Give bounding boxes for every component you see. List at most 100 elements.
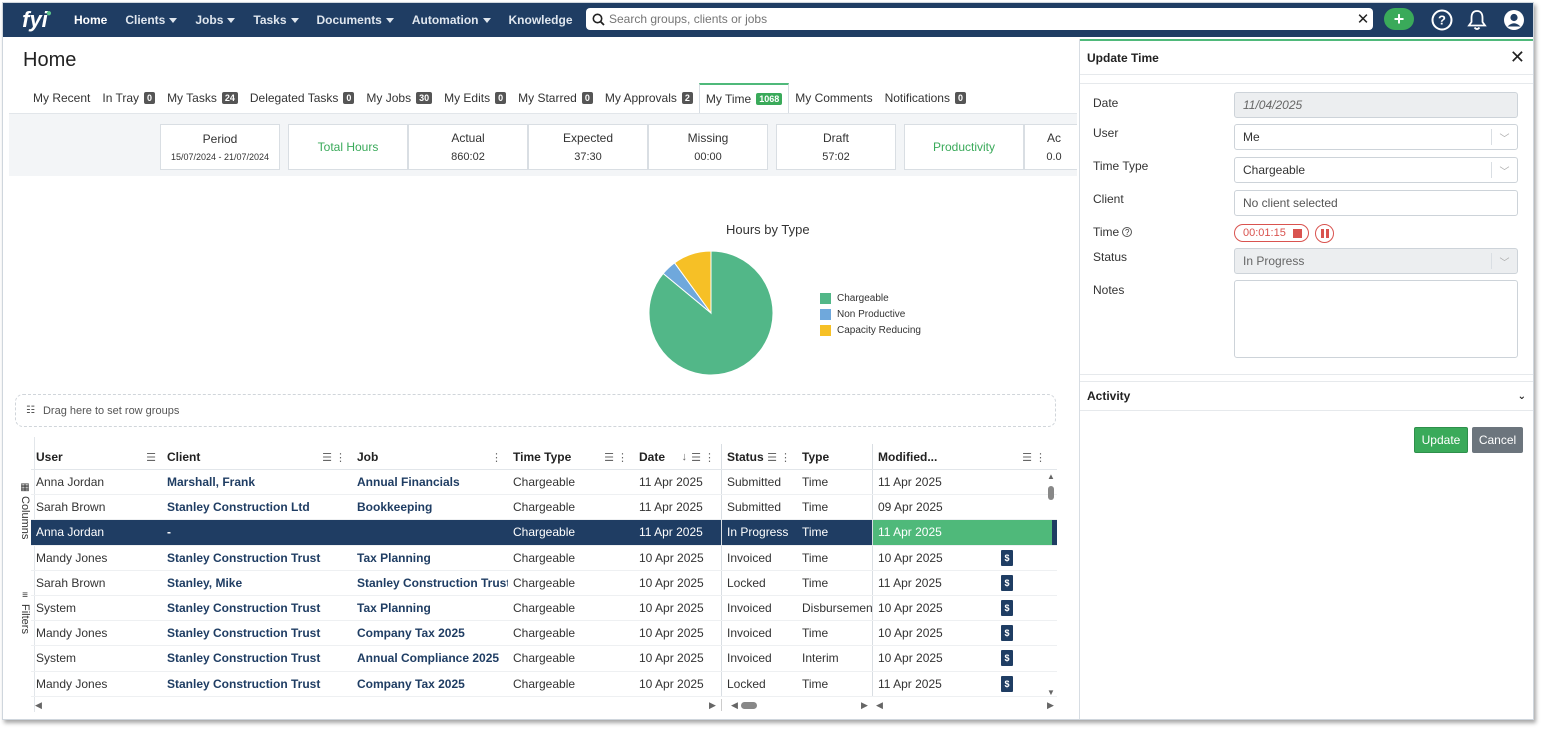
filter-icon[interactable]: ☰ (146, 452, 156, 464)
scroll-right-icon[interactable]: ▶ (861, 699, 868, 710)
table-row[interactable]: Anna Jordan Marshall, Frank Annual Financi… (31, 470, 1057, 496)
global-search[interactable]: ✕ (586, 8, 1373, 30)
filter-icon[interactable]: ☰ (604, 452, 614, 464)
column-header-client[interactable]: Client ☰ ⋮ (162, 444, 352, 469)
filter-icon[interactable]: ☰ (322, 452, 332, 464)
tab-my-comments[interactable]: My Comments (789, 83, 878, 113)
column-header-job[interactable]: Job ⋮ (352, 444, 508, 469)
scroll-left-icon[interactable]: ◀ (35, 699, 42, 710)
filters-panel-toggle[interactable]: ≡ Filters (15, 587, 35, 637)
sort-desc-icon[interactable]: ↓ (681, 451, 688, 463)
column-header-modified[interactable]: Modified... ☰ ⋮ (872, 444, 1052, 469)
time-label-wrap: Time? (1093, 225, 1133, 239)
invoice-document-icon[interactable]: $ (1001, 625, 1013, 642)
cell-value: 10 Apr 2025 (639, 601, 704, 616)
time-type-select[interactable]: Chargeable ﹀ (1234, 157, 1518, 183)
invoice-document-icon[interactable]: $ (1001, 549, 1013, 566)
update-button[interactable]: Update (1414, 427, 1468, 453)
table-row[interactable]: Sarah Brown Stanley, Mike Stanley Construc… (31, 570, 1057, 596)
invoice-document-icon[interactable]: $ (1001, 574, 1013, 591)
tab-my-time[interactable]: My Time 1068 (698, 83, 790, 113)
help-icon[interactable]: ? (1430, 7, 1454, 33)
tab-my-approvals[interactable]: My Approvals 2 (599, 83, 699, 113)
scroll-up-icon[interactable]: ▲ (1047, 472, 1055, 481)
grid-vertical-scrollbar[interactable]: ▲ ▼ (1046, 472, 1056, 697)
legend-item[interactable]: Capacity Reducing (820, 322, 921, 338)
nav-item-tasks[interactable]: Tasks (244, 13, 307, 27)
tab-delegated-tasks[interactable]: Delegated Tasks 0 (244, 83, 361, 113)
fyi-logo[interactable]: fyi ● (22, 7, 52, 32)
filter-icon[interactable]: ☰ (767, 452, 777, 464)
close-icon[interactable]: ✕ (1509, 47, 1525, 67)
cancel-button[interactable]: Cancel (1472, 427, 1523, 453)
help-icon[interactable]: ? (1122, 227, 1133, 237)
table-row[interactable]: Anna Jordan - Chargeable 11 Apr 2025 In Prog… (31, 520, 1057, 546)
scroll-left-icon[interactable]: ◀ (731, 699, 738, 710)
scroll-left-icon[interactable]: ◀ (876, 699, 883, 710)
stop-icon[interactable] (1292, 228, 1302, 238)
scroll-right-icon[interactable]: ▶ (1047, 699, 1054, 710)
menu-icon[interactable]: ⋮ (704, 452, 715, 464)
add-icon[interactable]: + (1384, 8, 1414, 30)
table-row[interactable]: System Stanley Construction Trust Annual C… (31, 646, 1057, 672)
pie-slice-capacity-reducing[interactable] (673, 250, 712, 315)
tab-in-tray[interactable]: In Tray 0 (96, 83, 161, 113)
tab-my-tasks[interactable]: My Tasks 24 (161, 83, 244, 113)
tab-my-starred[interactable]: My Starred 0 (512, 83, 599, 113)
menu-icon[interactable]: ⋮ (491, 452, 502, 464)
scroll-right-icon[interactable]: ▶ (709, 699, 716, 710)
notification-bell-icon[interactable] (1465, 7, 1489, 33)
grid-horizontal-scrollbar[interactable]: ◀ ▶ ◀ ▶ ◀ ▶ (31, 699, 1057, 711)
user-avatar-icon[interactable] (1502, 7, 1526, 33)
menu-icon[interactable]: ⋮ (335, 452, 346, 464)
clear-search-icon[interactable]: ✕ (1356, 11, 1370, 28)
search-input[interactable] (609, 12, 1353, 26)
tab-count-badge: 0 (581, 92, 593, 104)
row-group-dropzone[interactable]: ☷ Drag here to set row groups (15, 394, 1056, 427)
columns-panel-toggle[interactable]: ▦ Columns (15, 481, 35, 541)
table-row[interactable]: Mandy Jones Stanley Construction Trust Com… (31, 621, 1057, 647)
nav-item-clients[interactable]: Clients (116, 13, 186, 27)
table-row[interactable]: System Stanley Construction Trust Tax Plan… (31, 595, 1057, 622)
nav-item-automation[interactable]: Automation (403, 13, 500, 27)
stat-total-hours[interactable]: Total Hours (288, 124, 408, 170)
tab-my-recent[interactable]: My Recent (27, 83, 96, 113)
table-row[interactable]: Mandy Jones Stanley Construction Trust Tax… (31, 545, 1057, 571)
pause-button[interactable] (1315, 224, 1334, 243)
legend-item[interactable]: Non Productive (820, 306, 921, 322)
column-header-status[interactable]: Status ☰ ⋮ (721, 444, 797, 469)
invoice-document-icon[interactable]: $ (1001, 675, 1013, 692)
horizontal-scroll-thumb[interactable] (741, 702, 757, 709)
invoice-document-icon[interactable]: $ (1001, 599, 1013, 616)
timer-display[interactable]: 00:01:15 (1234, 224, 1309, 242)
stat-period[interactable]: Period 15/07/2024 - 21/07/2024 (160, 124, 280, 170)
activity-section[interactable]: Activity ⌄ (1080, 381, 1533, 411)
column-header-type[interactable]: Type (797, 444, 872, 469)
invoice-document-icon[interactable]: $ (1001, 650, 1013, 667)
notes-textarea[interactable] (1234, 280, 1518, 358)
table-row[interactable]: Sarah Brown Stanley Construction Ltd Bookk… (31, 495, 1057, 521)
filter-icon[interactable]: ☰ (1022, 452, 1032, 464)
client-field[interactable]: No client selected (1234, 190, 1518, 216)
stat-productivity[interactable]: Productivity (904, 124, 1024, 170)
legend-item[interactable]: Chargeable (820, 290, 921, 306)
column-header-date[interactable]: Date ↓ ☰ ⋮ (634, 444, 721, 469)
user-select[interactable]: Me ﹀ (1234, 124, 1518, 150)
nav-item-home[interactable]: Home (65, 13, 116, 27)
column-header-user[interactable]: User ☰ (31, 444, 162, 469)
menu-icon[interactable]: ⋮ (1035, 452, 1046, 464)
vertical-scroll-thumb[interactable] (1048, 486, 1054, 500)
cell-value: Sarah Brown (36, 500, 106, 515)
filter-icon[interactable]: ☰ (691, 452, 701, 464)
column-header-time-type[interactable]: Time Type ☰ ⋮ (508, 444, 634, 469)
tab-my-edits[interactable]: My Edits 0 (438, 83, 512, 113)
menu-icon[interactable]: ⋮ (617, 452, 628, 464)
menu-icon[interactable]: ⋮ (780, 452, 791, 464)
table-row[interactable]: Mandy Jones Stanley Construction Trust Com… (31, 671, 1057, 697)
tab-my-jobs[interactable]: My Jobs 30 (360, 83, 438, 113)
scroll-down-icon[interactable]: ▼ (1047, 688, 1055, 697)
tab-notifications[interactable]: Notifications 0 (879, 83, 972, 113)
nav-item-knowledge[interactable]: Knowledge (500, 13, 582, 27)
nav-item-jobs[interactable]: Jobs (186, 13, 244, 27)
nav-item-documents[interactable]: Documents (308, 13, 403, 27)
